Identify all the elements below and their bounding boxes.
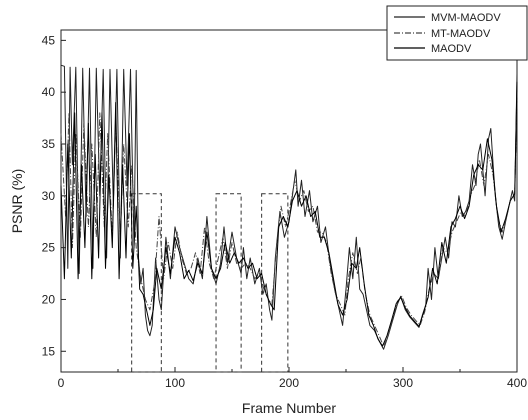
x-tick-label: 100 (165, 376, 185, 390)
dashed-highlight-box (131, 193, 162, 373)
y-tick-label: 40 (42, 85, 56, 99)
y-tick-label: 25 (42, 241, 56, 255)
plot-frame (60, 29, 518, 373)
legend-label-maodv: MAODV (431, 43, 472, 55)
x-tick-label: 300 (393, 376, 413, 390)
dashed-highlight-box (261, 193, 289, 373)
legend-label-mt-maodv: MT-MAODV (431, 28, 491, 40)
y-tick-label: 20 (42, 292, 56, 306)
series-line-maodv (60, 81, 518, 347)
y-tick-label: 45 (42, 33, 56, 47)
x-tick-label: 400 (507, 376, 527, 390)
series-layer (60, 64, 518, 350)
y-tick-label: 15 (42, 344, 56, 358)
y-axis-title: PSNR (%) (9, 169, 25, 234)
x-axis-title: Frame Number (242, 400, 336, 416)
x-axis: 0 100 200 300 400 (58, 367, 527, 390)
legend: MVM-MAODV MT-MAODV MAODV (386, 5, 528, 61)
x-tick-label: 0 (58, 376, 65, 390)
dashed-highlight-box (215, 193, 242, 373)
legend-label-mvm-maodv: MVM-MAODV (431, 12, 501, 24)
y-axis: 15 20 25 30 35 40 45 (42, 33, 66, 358)
series-line-mt-maodv (60, 92, 518, 347)
y-tick-label: 35 (42, 137, 56, 151)
x-tick-label: 200 (279, 376, 299, 390)
y-tick-label: 30 (42, 189, 56, 203)
